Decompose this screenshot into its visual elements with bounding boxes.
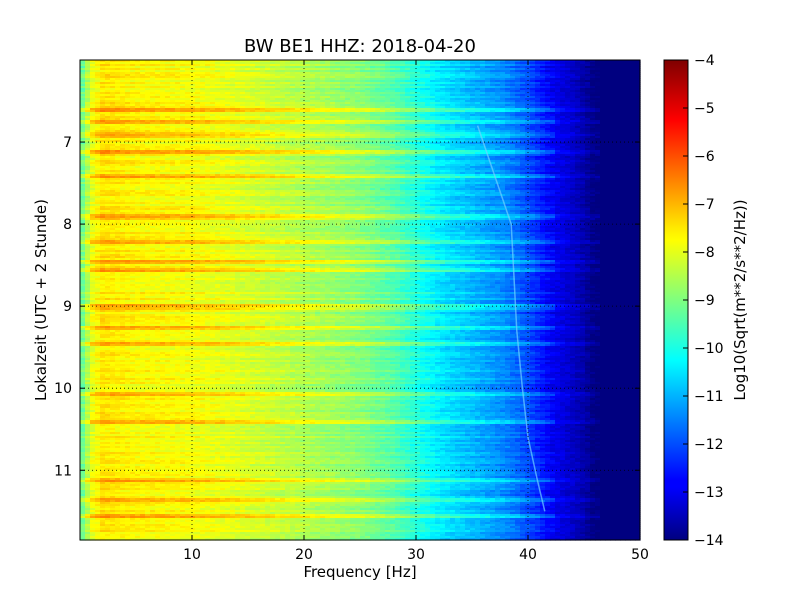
chart-title: BW BE1 HHZ: 2018-04-20 [244,36,476,57]
spectrogram-heatmap [80,60,641,541]
